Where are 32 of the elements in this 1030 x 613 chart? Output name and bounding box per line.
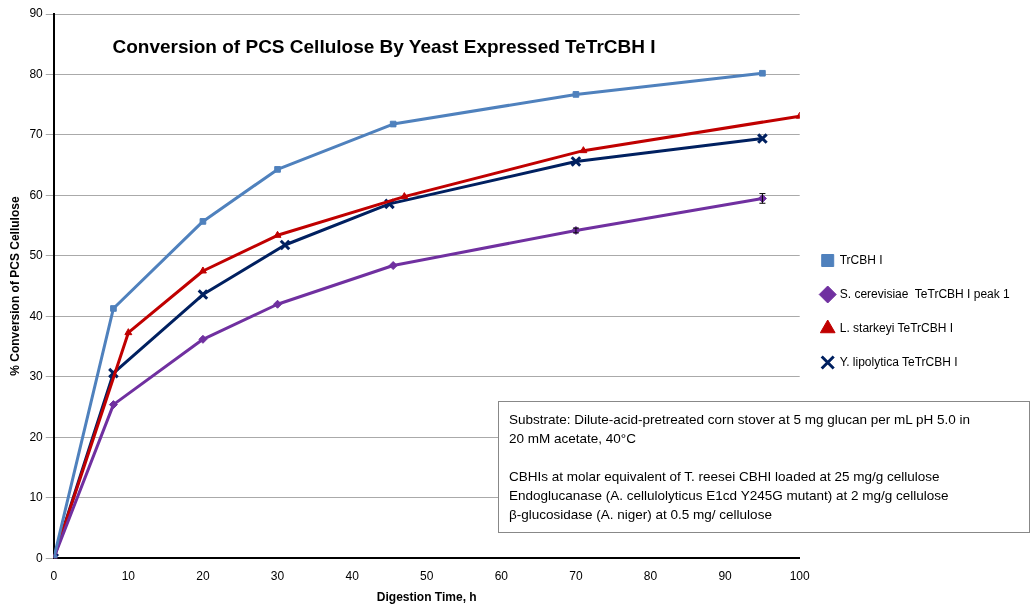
annotation: Substrate: Dilute-acid-pretreated corn stover at 5 mg glucan per mL pH 5.0 in 20 mM acetate, 40°C	[509, 411, 971, 448]
x-tick-label: 80	[643, 568, 658, 583]
x-tick-label: 20	[196, 568, 210, 583]
y-axis-title: % Conversion of PCS Cellulose	[7, 196, 22, 376]
text: Conversion of PCS Cellulose By Yeast Expressed TeTrCBH I	[111, 36, 657, 58]
x-tick-label: 30	[270, 568, 285, 583]
y-tick-label: 90	[29, 6, 44, 21]
x-tick-label: 10	[121, 568, 136, 583]
x-tick-label: 100	[789, 568, 811, 583]
annotation: β-glucosidase (A. niger) at 0.5 mg/ cellulose	[509, 506, 773, 524]
x-tick-label: 0	[50, 568, 58, 583]
y-tick-label: 0	[36, 550, 44, 565]
y-tick-label: 10	[29, 490, 44, 505]
y-tick-label: 80	[29, 66, 44, 81]
y-tick-label: 40	[29, 308, 44, 323]
legend-label: S. cerevisiae TeTrCBH I peak 1	[839, 286, 1011, 301]
annotation: Endoglucanase (A. cellulolyticus E1cd Y245G mutant) at 2 mg/g cellulose	[509, 487, 950, 505]
x-tick-label: 50	[420, 568, 434, 583]
x-tick-label: 40	[345, 568, 360, 583]
x-axis-title: Digestion Time, h	[376, 590, 477, 605]
y-tick-label: 30	[29, 369, 44, 384]
x-tick-label: 90	[718, 568, 733, 583]
y-tick-label: 20	[29, 429, 44, 444]
y-tick-label: 50	[29, 248, 44, 263]
y-tick-label: 60	[29, 187, 44, 202]
y-tick-label: 70	[29, 127, 44, 142]
x-tick-label: 60	[494, 568, 509, 583]
legend-label: Y. lipolytica TeTrCBH I	[839, 354, 958, 369]
annotation: CBHIs at molar equivalent of T. reesei CBHI loaded at 25 mg/g cellulose	[509, 468, 941, 486]
legend-label: L. starkeyi TeTrCBH I	[839, 320, 954, 335]
legend-label: TrCBH I	[839, 252, 883, 267]
x-tick-label: 70	[569, 568, 583, 583]
